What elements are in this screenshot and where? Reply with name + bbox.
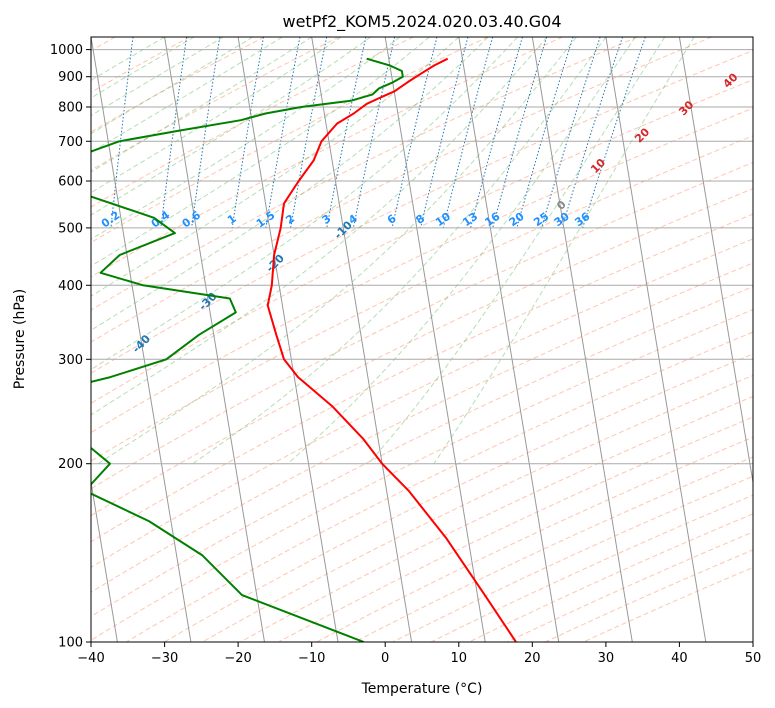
y-tick-label: 600 bbox=[58, 175, 83, 190]
moist-adiabat bbox=[287, 37, 636, 465]
dry-adiabat bbox=[91, 188, 753, 517]
isotherm-gridline bbox=[311, 37, 413, 642]
moist-adiabat bbox=[91, 37, 460, 297]
moist-adiabat bbox=[91, 37, 224, 117]
mixing-ratio-line bbox=[420, 37, 469, 229]
moist-adiabat bbox=[97, 37, 577, 465]
isotherm-gridline bbox=[384, 37, 486, 642]
moist-adiabat bbox=[91, 37, 548, 416]
x-tick-label: 30 bbox=[598, 651, 615, 666]
dry-adiabat bbox=[202, 374, 753, 642]
isotherm-gridline bbox=[237, 37, 339, 642]
y-tick-label: 700 bbox=[58, 135, 83, 150]
dry-adiabat bbox=[91, 213, 753, 543]
y-axis-label: Pressure (hPa) bbox=[12, 289, 28, 389]
x-tick-label: −30 bbox=[151, 651, 178, 666]
mixing-ratio-line bbox=[516, 37, 574, 229]
isotherm-gridline bbox=[91, 479, 118, 642]
dry-adiabat bbox=[91, 79, 753, 404]
isotherm-gridline bbox=[458, 37, 560, 642]
y-tick-label: 200 bbox=[58, 457, 83, 472]
x-tick-label: −40 bbox=[77, 651, 104, 666]
mixing-ratio-line bbox=[470, 37, 523, 229]
isotherm-gridline bbox=[164, 37, 265, 642]
moist-adiabat bbox=[91, 37, 195, 99]
dry-adiabat bbox=[91, 37, 712, 343]
y-tick-label: 900 bbox=[58, 70, 83, 85]
moist-adiabat bbox=[91, 37, 165, 81]
x-tick-label: 20 bbox=[524, 651, 541, 666]
x-tick-label: −20 bbox=[224, 651, 251, 666]
x-axis-label: Temperature (°C) bbox=[361, 681, 483, 697]
x-tick-label: −10 bbox=[298, 651, 325, 666]
moist-adiabat bbox=[91, 37, 342, 194]
chart-title: wetPf2_KOM5.2024.020.03.40.G04 bbox=[282, 12, 561, 32]
dry-adiabat bbox=[91, 49, 753, 374]
dry-adiabat bbox=[91, 37, 563, 278]
isotherm-gridline bbox=[678, 37, 753, 486]
moist-adiabat bbox=[91, 37, 371, 216]
dry-adiabat bbox=[91, 262, 753, 593]
x-tick-label: 0 bbox=[381, 651, 389, 666]
mixing-ratio-line bbox=[582, 37, 646, 229]
x-tick-label: 50 bbox=[745, 651, 762, 666]
moist-adiabat bbox=[192, 37, 607, 465]
dry-adiabat bbox=[91, 37, 638, 311]
plot-frame bbox=[90, 36, 754, 643]
mixing-ratio-line bbox=[326, 37, 367, 228]
temperature-profile-line bbox=[266, 57, 517, 642]
dewpoint-profile-line bbox=[91, 57, 404, 642]
y-tick-label: 500 bbox=[58, 221, 83, 236]
x-tick-label: 40 bbox=[671, 651, 688, 666]
mixing-ratio-line bbox=[541, 37, 601, 229]
dry-adiabat bbox=[91, 37, 265, 133]
x-tick-label: 10 bbox=[451, 651, 468, 666]
mixing-ratio-line bbox=[391, 37, 438, 229]
y-tick-label: 800 bbox=[58, 101, 83, 116]
moist-adiabat bbox=[368, 37, 666, 465]
moist-adiabat bbox=[91, 37, 430, 267]
dry-adiabat bbox=[91, 286, 753, 618]
y-tick-label: 400 bbox=[58, 279, 83, 294]
isotherm-gridline bbox=[605, 37, 707, 642]
y-tick-label: 1000 bbox=[50, 43, 83, 58]
mixing-ratio-line bbox=[492, 37, 548, 229]
mixing-ratio-line bbox=[352, 37, 396, 229]
moist-adiabat bbox=[91, 37, 254, 135]
isotherm-gridline bbox=[91, 37, 192, 642]
dry-adiabat bbox=[91, 238, 753, 568]
isotherm-gridline bbox=[531, 37, 633, 642]
moist-adiabat bbox=[433, 37, 695, 464]
dry-adiabat bbox=[91, 135, 753, 462]
y-tick-label: 300 bbox=[58, 353, 83, 368]
y-tick-label: 100 bbox=[58, 636, 83, 651]
dry-adiabat bbox=[240, 395, 753, 642]
mixing-ratio-line bbox=[561, 37, 624, 229]
